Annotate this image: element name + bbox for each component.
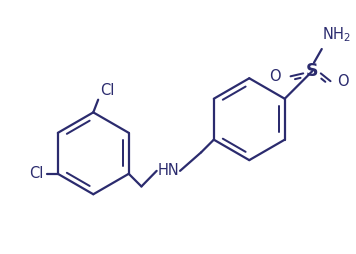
Text: Cl: Cl: [100, 83, 115, 98]
Text: Cl: Cl: [29, 166, 43, 181]
Text: O: O: [337, 74, 349, 89]
Text: NH$_2$: NH$_2$: [322, 25, 351, 44]
Text: S: S: [306, 62, 318, 81]
Text: O: O: [269, 69, 281, 84]
Text: HN: HN: [157, 163, 179, 178]
